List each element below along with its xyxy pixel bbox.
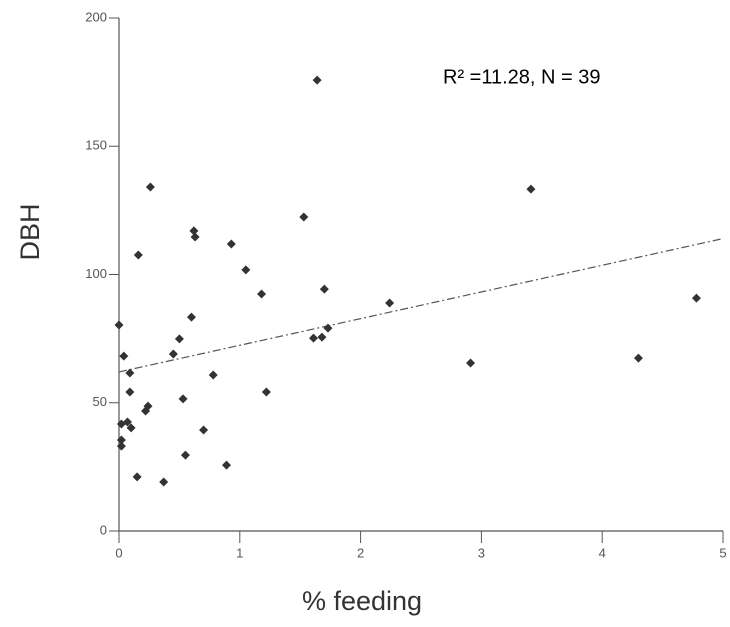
- point: [526, 184, 536, 194]
- point: [189, 226, 199, 236]
- point: [208, 370, 218, 380]
- point: [312, 75, 322, 85]
- point: [385, 298, 395, 308]
- y-tick-label: 50: [93, 394, 107, 409]
- point: [190, 232, 200, 242]
- point: [168, 349, 178, 359]
- y-tick-label: 100: [85, 266, 107, 281]
- point: [159, 477, 169, 487]
- point: [317, 332, 327, 342]
- y-axis-label: DBH: [15, 203, 45, 260]
- point: [141, 406, 151, 416]
- point: [633, 353, 643, 363]
- annotation: R² =11.28, N = 39: [443, 66, 601, 88]
- x-tick-label: 3: [478, 545, 485, 560]
- point: [145, 182, 155, 192]
- x-tick-label: 1: [236, 545, 243, 560]
- x-tick-label: 4: [599, 545, 606, 560]
- point: [119, 351, 129, 361]
- point: [126, 423, 136, 433]
- trend-line: [118, 238, 724, 373]
- x-tick-label: 5: [719, 545, 726, 560]
- point: [257, 289, 267, 299]
- y-tick-label: 0: [100, 522, 107, 537]
- point: [199, 425, 209, 435]
- point: [466, 358, 476, 368]
- point: [691, 293, 701, 303]
- point: [114, 320, 124, 330]
- point: [299, 212, 309, 222]
- point: [261, 387, 271, 397]
- point: [125, 387, 135, 397]
- point: [125, 368, 135, 378]
- x-axis-label: % feeding: [302, 586, 422, 616]
- point: [122, 417, 132, 427]
- point: [133, 250, 143, 260]
- point: [308, 333, 318, 343]
- point: [116, 441, 126, 451]
- point: [132, 472, 142, 482]
- point: [174, 334, 184, 344]
- point: [323, 323, 333, 333]
- point: [116, 435, 126, 445]
- point: [241, 265, 251, 275]
- point: [319, 284, 329, 294]
- y-tick-label: 150: [85, 138, 107, 153]
- y-tick-label: 200: [85, 9, 107, 24]
- point: [186, 312, 196, 322]
- x-tick-label: 2: [357, 545, 364, 560]
- x-tick-label: 0: [115, 545, 122, 560]
- point: [178, 394, 188, 404]
- point: [180, 450, 190, 460]
- point: [226, 239, 236, 249]
- point: [222, 460, 232, 470]
